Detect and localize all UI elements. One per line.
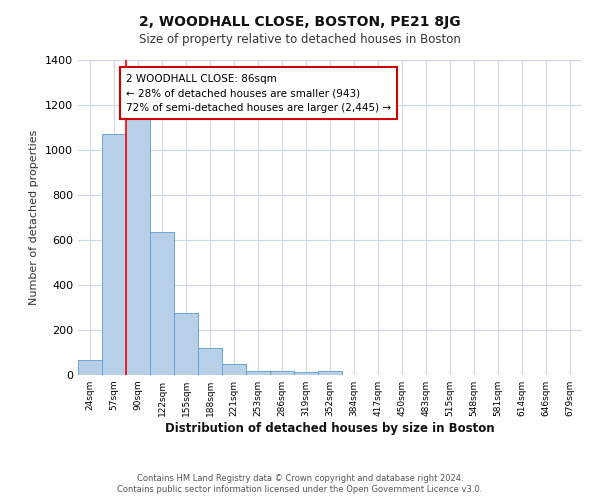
Bar [294, 372, 318, 375]
Text: 2 WOODHALL CLOSE: 86sqm
← 28% of detached houses are smaller (943)
72% of semi-d: 2 WOODHALL CLOSE: 86sqm ← 28% of detache… [126, 74, 391, 113]
Bar [270, 370, 294, 375]
Bar [150, 232, 174, 375]
Bar [78, 360, 102, 375]
Bar [174, 313, 198, 375]
Bar [102, 134, 126, 375]
Bar [126, 115, 150, 375]
Text: Size of property relative to detached houses in Boston: Size of property relative to detached ho… [139, 32, 461, 46]
Bar [318, 371, 342, 375]
Bar [198, 348, 222, 375]
Text: 2, WOODHALL CLOSE, BOSTON, PE21 8JG: 2, WOODHALL CLOSE, BOSTON, PE21 8JG [139, 15, 461, 29]
Y-axis label: Number of detached properties: Number of detached properties [29, 130, 40, 305]
Bar [222, 364, 246, 375]
Bar [246, 370, 270, 375]
Text: Contains HM Land Registry data © Crown copyright and database right 2024.
Contai: Contains HM Land Registry data © Crown c… [118, 474, 482, 494]
X-axis label: Distribution of detached houses by size in Boston: Distribution of detached houses by size … [165, 422, 495, 435]
